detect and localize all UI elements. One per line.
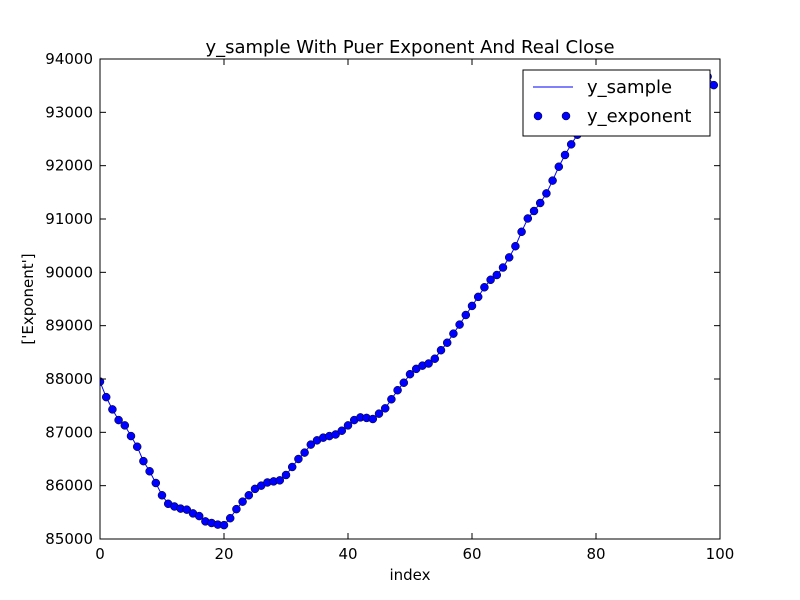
data-point	[548, 176, 557, 185]
data-point	[139, 456, 148, 466]
data-point	[157, 491, 167, 500]
y-tick-label: 90000	[45, 263, 93, 281]
data-point	[219, 520, 229, 530]
y-tick-label: 92000	[45, 157, 93, 175]
legend-marker-swatch	[533, 111, 543, 121]
data-point	[120, 421, 130, 430]
data-point	[554, 162, 564, 171]
data-point	[101, 392, 111, 402]
data-point	[523, 214, 533, 223]
data-point	[480, 283, 489, 292]
y-tick-label: 89000	[45, 317, 93, 335]
legend: y_sample y_exponent	[522, 69, 711, 137]
data-point	[225, 513, 235, 523]
legend-box	[522, 69, 711, 137]
x-tick-label: 0	[95, 545, 105, 563]
y-tick-label: 94000	[45, 50, 93, 68]
chart-title: y_sample With Puer Exponent And Real Clo…	[205, 37, 614, 58]
data-point	[232, 504, 241, 514]
data-point	[368, 414, 378, 424]
data-point	[275, 476, 285, 485]
legend-label-y-sample: y_sample	[587, 77, 672, 98]
data-point	[492, 270, 502, 280]
data-point	[529, 206, 539, 216]
data-point	[498, 263, 508, 272]
data-point	[132, 442, 142, 451]
x-tick-label: 20	[214, 545, 233, 563]
data-point	[331, 430, 340, 439]
data-point	[566, 140, 576, 149]
data-point	[461, 310, 471, 320]
data-point	[560, 150, 570, 160]
data-point	[126, 431, 136, 441]
y-tick-label: 91000	[45, 210, 93, 228]
data-point	[343, 421, 353, 430]
data-point	[449, 329, 458, 338]
data-point	[467, 301, 477, 311]
data-point	[473, 292, 483, 302]
legend-marker-swatch-2	[561, 111, 571, 121]
data-point	[430, 354, 440, 363]
data-point	[504, 253, 514, 262]
y-tick-label: 86000	[45, 477, 93, 495]
data-point	[517, 227, 526, 237]
data-point	[405, 369, 415, 379]
data-point	[194, 511, 204, 521]
data-point	[455, 320, 464, 329]
data-point	[182, 505, 192, 514]
data-point	[294, 454, 303, 464]
x-axis-label: index	[389, 566, 430, 584]
data-point	[287, 462, 297, 472]
legend-label-y-exponent: y_exponent	[587, 106, 691, 127]
x-tick-label: 60	[462, 545, 481, 563]
y-tick-label: 85000	[45, 530, 93, 548]
data-point	[151, 478, 161, 488]
data-point	[238, 497, 247, 506]
y-axis-label: ['Exponent']	[19, 253, 37, 344]
data-point	[374, 409, 384, 418]
data-point	[300, 448, 309, 457]
data-point	[380, 404, 390, 413]
data-point	[399, 378, 409, 387]
x-tick-label: 100	[706, 545, 735, 563]
data-point	[542, 189, 551, 198]
data-point	[442, 338, 452, 347]
plot-frame	[99, 58, 721, 540]
y-tick-label: 93000	[45, 103, 93, 121]
data-point	[114, 415, 123, 425]
data-point	[281, 470, 291, 480]
x-axis: 0 20 40 60 80 100	[95, 59, 734, 563]
data-point	[424, 359, 433, 368]
y-tick-label: 88000	[45, 370, 93, 388]
data-point	[486, 275, 495, 285]
data-point	[306, 440, 316, 449]
y-axis: 85000 86000 87000 88000 89000 90000 91000 92000…	[45, 50, 720, 548]
y-tick-label: 87000	[45, 423, 93, 441]
data-point	[108, 405, 117, 414]
data-point	[244, 491, 254, 500]
data-point	[393, 385, 402, 395]
data-point	[511, 241, 520, 251]
plot-area	[100, 59, 720, 539]
data-point	[436, 345, 446, 355]
data-point	[100, 377, 105, 386]
data-point	[535, 198, 545, 208]
x-tick-label: 40	[338, 545, 357, 563]
data-point	[145, 467, 154, 476]
data-point	[387, 395, 396, 404]
x-tick-label: 80	[586, 545, 605, 563]
data-point	[337, 426, 347, 435]
data-point	[709, 80, 719, 90]
